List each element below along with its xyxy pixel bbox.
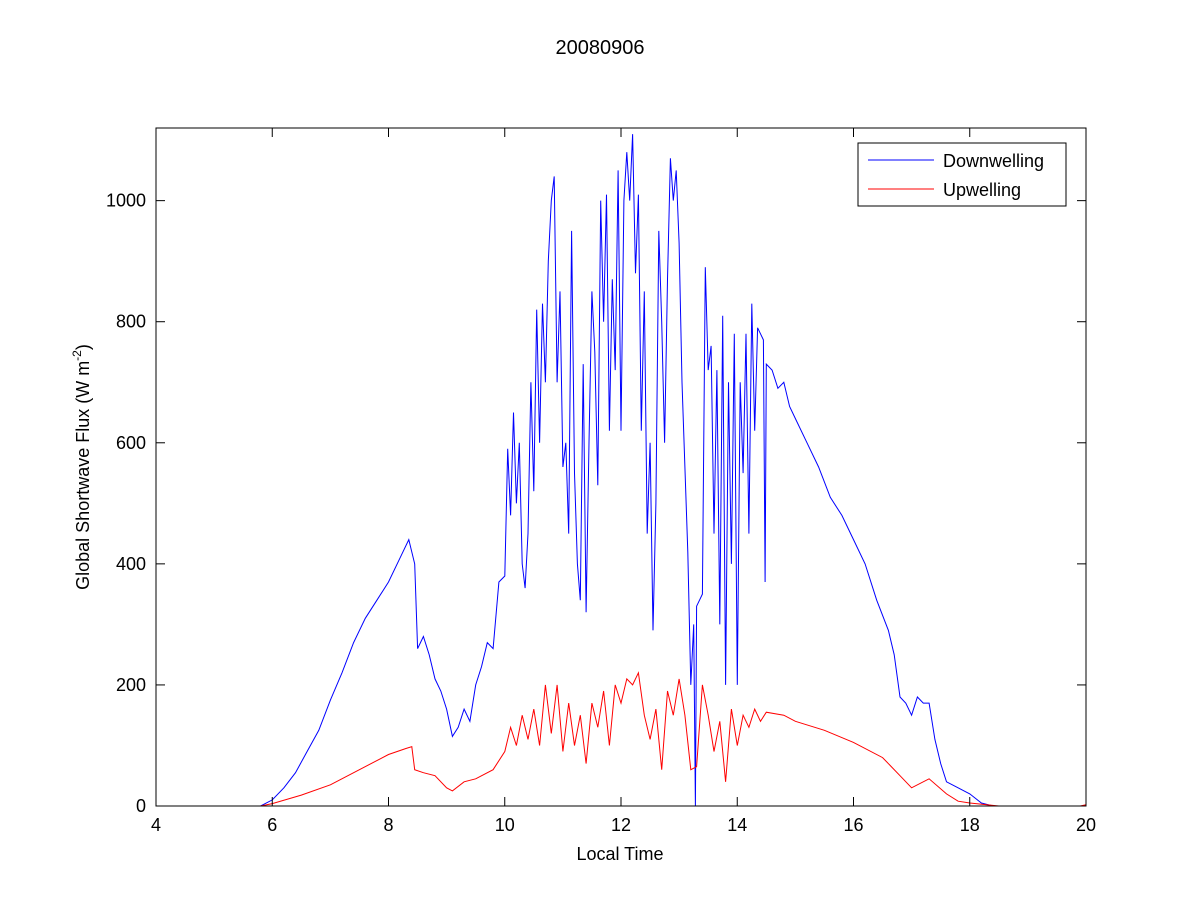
- chart-title: 20080906: [556, 37, 645, 59]
- legend: Downwelling Upwelling: [857, 142, 1067, 207]
- x-tick-label: 8: [383, 815, 393, 835]
- x-tick-label: 14: [727, 815, 747, 835]
- series-line-downwelling: [214, 134, 1005, 807]
- x-tick-label: 16: [843, 815, 863, 835]
- legend-label-upwelling: Upwelling: [943, 180, 1021, 200]
- y-tick-label: 400: [116, 554, 146, 574]
- y-tick-label: 0: [136, 796, 146, 816]
- legend-label-downwelling: Downwelling: [943, 151, 1044, 171]
- y-axis-label: Global Shortwave Flux (W m-2): [70, 344, 93, 590]
- x-tick-label: 6: [267, 815, 277, 835]
- y-tick-label: 200: [116, 675, 146, 695]
- plot-area: [156, 128, 1086, 806]
- y-tick-label: 1000: [106, 191, 146, 211]
- y-tick-label: 600: [116, 433, 146, 453]
- x-axis-label: Local Time: [576, 844, 663, 864]
- y-tick-label: 800: [116, 312, 146, 332]
- x-tick-label: 12: [611, 815, 631, 835]
- series-line-upwelling: [214, 671, 1087, 807]
- x-tick-label: 20: [1076, 815, 1096, 835]
- legend-box: [857, 142, 1067, 207]
- x-tick-label: 4: [151, 815, 161, 835]
- series-layer: [214, 134, 1087, 807]
- x-tick-label: 18: [960, 815, 980, 835]
- x-tick-label: 10: [495, 815, 515, 835]
